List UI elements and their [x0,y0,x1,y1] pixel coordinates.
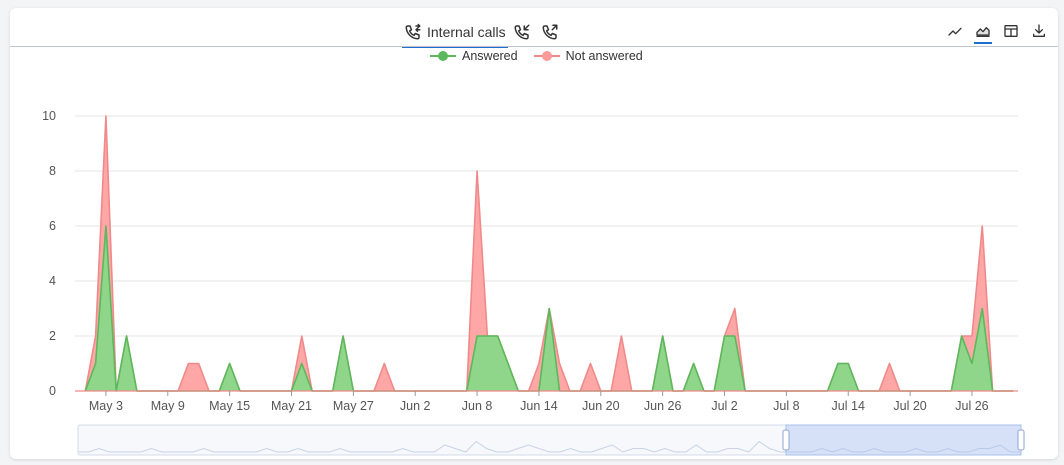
x-tick-label: Jun 20 [582,399,620,413]
chart-legend: Answered Not answered [430,49,643,63]
zoom-handle-left[interactable] [782,429,790,451]
x-tick-label: May 15 [209,399,250,413]
header-divider [10,46,1058,47]
x-tick-label: May 21 [271,399,312,413]
download-button[interactable] [1030,21,1048,41]
y-tick-label: 6 [49,219,56,233]
phone-incoming-icon [514,24,530,40]
x-tick-label: Jun 26 [644,399,682,413]
legend-item-not-answered[interactable]: Not answered [533,49,643,63]
x-tick-label: Jul 20 [893,399,926,413]
x-tick-label: May 27 [333,399,374,413]
y-tick-label: 10 [42,109,56,123]
table-icon [1004,25,1018,37]
line-chart-button[interactable] [946,21,964,41]
y-tick-label: 8 [49,164,56,178]
x-tick-label: Jul 26 [955,399,988,413]
zoom-overview-line [78,440,1021,453]
y-tick-label: 4 [49,274,56,288]
x-tick-label: Jun 2 [400,399,431,413]
x-tick-label: Jul 8 [773,399,799,413]
y-tick-label: 0 [49,384,56,398]
area-chart-icon [976,26,990,37]
tab-outgoing-calls[interactable] [536,18,564,46]
call-type-tabs: Internal calls [402,18,564,48]
chart-toolbar [946,21,1048,44]
zoom-selection[interactable] [785,424,1022,456]
line-chart-icon [948,27,962,36]
phone-outgoing-icon [542,24,558,40]
area-chart-button[interactable] [974,21,992,44]
x-tick-label: Jul 2 [711,399,737,413]
tab-incoming-calls[interactable] [508,18,536,46]
not-answered-legend-marker [533,51,560,61]
download-icon [1033,24,1045,37]
table-view-button[interactable] [1002,21,1020,41]
zoom-handle-right[interactable] [1017,429,1025,451]
x-tick-label: May 3 [89,399,123,413]
legend-item-answered[interactable]: Answered [430,49,518,63]
legend-answered-label: Answered [462,49,518,63]
legend-not-answered-label: Not answered [565,49,643,63]
x-tick-label: Jul 14 [832,399,865,413]
x-tick-label: Jun 8 [462,399,493,413]
y-tick-label: 2 [49,329,56,343]
x-tick-label: Jun 14 [520,399,558,413]
phone-transfer-icon [405,23,421,40]
tab-internal-calls-label: Internal calls [427,24,506,40]
answered-legend-marker [430,51,456,61]
tab-internal-calls[interactable]: Internal calls [402,18,508,48]
x-tick-label: May 9 [151,399,185,413]
